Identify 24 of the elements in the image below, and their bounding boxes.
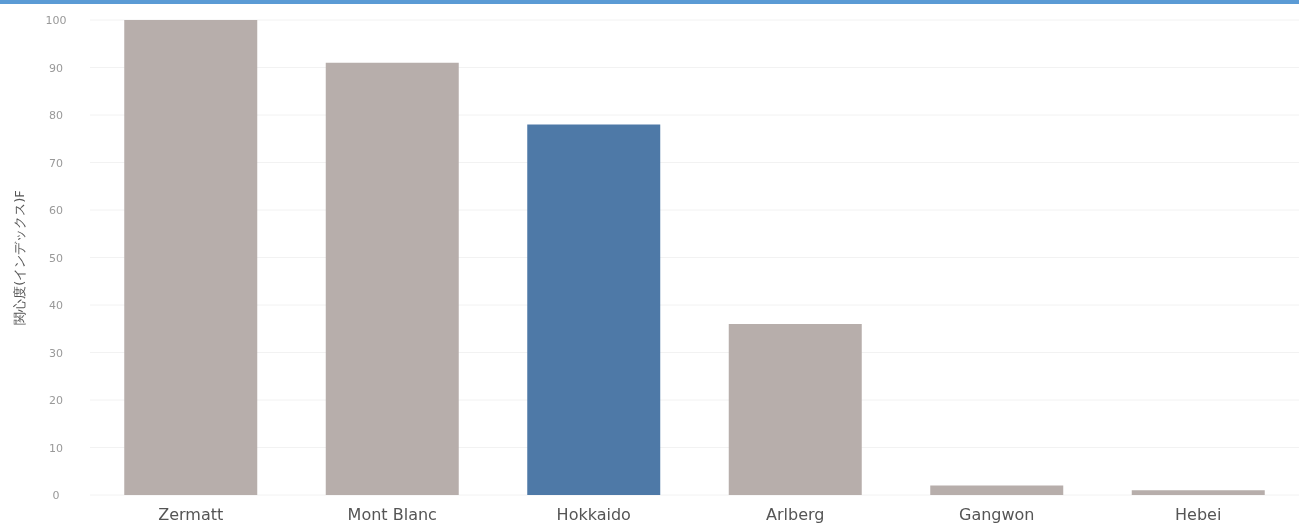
bar [1131,490,1265,495]
bar [527,124,661,495]
y-tick-label: 0 [52,489,60,502]
y-tick-label: 70 [49,156,63,170]
x-tick-label: Hebei [1175,505,1222,524]
y-tick-label: 20 [49,394,63,407]
x-tick-label: Zermatt [158,505,224,524]
x-tick-label: Arlberg [766,505,825,524]
x-tick-label: Mont Blanc [347,505,437,524]
x-tick-label: Hokkaido [556,505,631,524]
bar [728,324,862,495]
bar [930,485,1064,495]
y-tick-label: 50 [49,251,63,265]
y-tick-label: 80 [49,109,63,122]
y-tick-label: 90 [49,61,63,75]
bar [325,62,459,495]
bar [124,20,258,495]
y-tick-label: 100 [45,14,67,27]
y-tick-label: 10 [49,441,63,455]
y-tick-label: 30 [49,346,63,360]
y-axis-title: 関心度(インデックス)F [12,190,27,325]
y-tick-label: 40 [49,299,63,312]
y-tick-label: 60 [49,204,63,217]
x-tick-label: Gangwon [958,505,1035,524]
